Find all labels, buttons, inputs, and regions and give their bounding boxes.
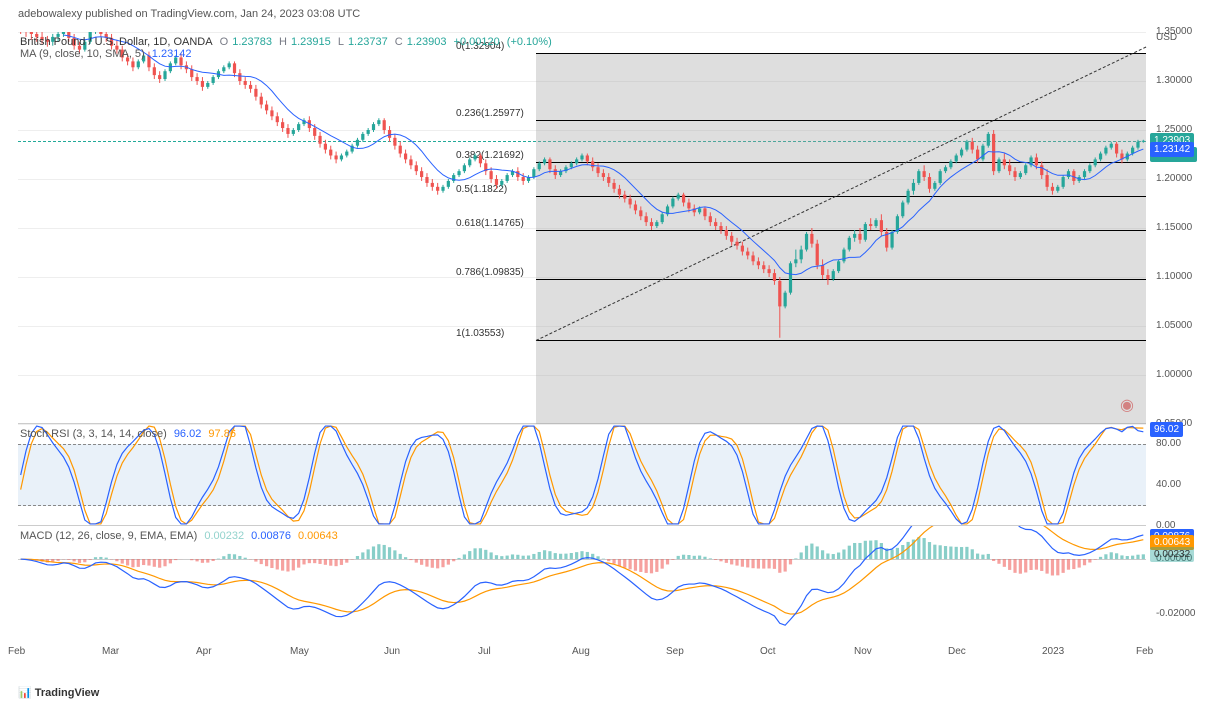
macd-title-row: MACD (12, 26, close, 9, EMA, EMA) 0.0023… xyxy=(20,530,342,542)
y-axis[interactable]: USD 1.350001.300001.250001.200001.150001… xyxy=(1146,32,1216,642)
tradingview-logo-icon: ◉ xyxy=(1120,395,1134,415)
chart-area: British Pound / U.S. Dollar, 1D, OANDA O… xyxy=(18,32,1146,642)
publish-header: adebowalexy published on TradingView.com… xyxy=(18,8,360,20)
stoch-title-row: Stoch RSI (3, 3, 14, 14, close) 96.02 97… xyxy=(20,428,240,440)
price-chart-svg xyxy=(18,32,1146,424)
symbol-title: British Pound / U.S. Dollar, 1D, OANDA xyxy=(20,36,213,48)
stoch-rsi-panel[interactable]: Stoch RSI (3, 3, 14, 14, close) 96.02 97… xyxy=(18,424,1146,526)
main-title-row: British Pound / U.S. Dollar, 1D, OANDA O… xyxy=(20,36,556,60)
main-price-panel[interactable]: British Pound / U.S. Dollar, 1D, OANDA O… xyxy=(18,32,1146,424)
ma-title: MA (9, close, 10, SMA, 5) xyxy=(20,48,145,60)
x-axis[interactable]: FebMarAprMayJunJulAugSepOctNovDec2023Feb xyxy=(18,642,1146,662)
macd-panel[interactable]: MACD (12, 26, close, 9, EMA, EMA) 0.0023… xyxy=(18,526,1146,628)
tradingview-footer: 📊 TradingView xyxy=(18,686,99,699)
